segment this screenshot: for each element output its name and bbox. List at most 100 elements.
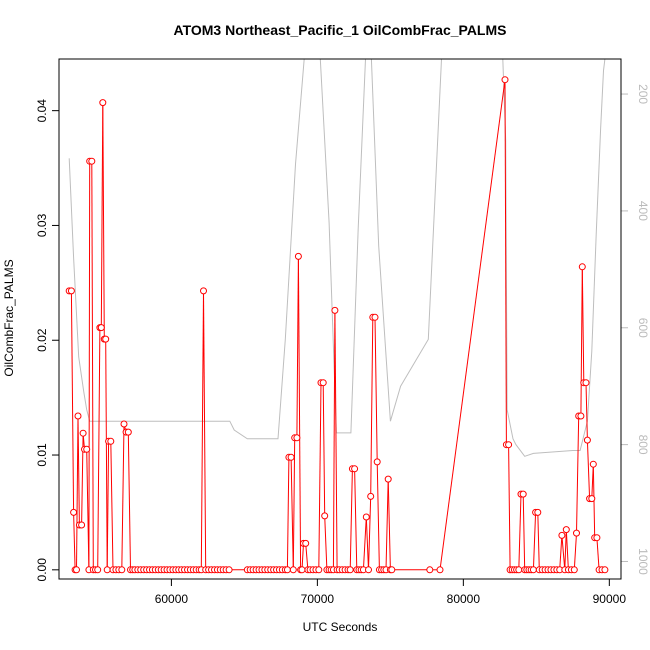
- data-point: [583, 436, 591, 444]
- series-line-segment: [318, 382, 322, 570]
- y-tick-label: 0.03: [35, 213, 49, 237]
- series-line-segment: [105, 339, 108, 570]
- right-tick-label: 400: [636, 201, 650, 221]
- data-point: [365, 566, 372, 574]
- series-line-segment: [73, 512, 76, 570]
- series-line-segment: [580, 266, 583, 417]
- data-point: [298, 566, 306, 574]
- data-point: [346, 566, 354, 574]
- series-line-segment: [324, 515, 328, 570]
- series-line-segment: [596, 537, 600, 570]
- data-point: [294, 252, 302, 260]
- data-point: [102, 335, 110, 343]
- data-point: [315, 566, 323, 574]
- data-point: [534, 508, 542, 516]
- series-line-segment: [91, 161, 94, 570]
- series-line-segment: [332, 310, 336, 570]
- data-point: [601, 566, 609, 574]
- data-point: [79, 429, 87, 437]
- series-line-segment: [305, 543, 309, 570]
- series-line-segment: [76, 415, 79, 570]
- series-line-segment: [88, 161, 91, 570]
- y-tick-label: 0.02: [35, 328, 49, 352]
- series-line-segment: [362, 516, 367, 570]
- series-line-segment: [561, 535, 566, 570]
- data-point: [321, 512, 329, 520]
- series-line-segment: [376, 461, 380, 570]
- series-line-segment: [385, 479, 389, 570]
- data-point: [83, 445, 91, 453]
- data-point: [589, 460, 597, 468]
- y-axis-label: OilCombFrac_PALMS: [2, 259, 16, 376]
- series-line-segment: [585, 382, 588, 441]
- series-line-segment: [334, 310, 338, 570]
- data-point: [562, 526, 570, 534]
- data-point: [103, 566, 111, 574]
- data-point: [384, 475, 392, 483]
- series-line-segment: [508, 444, 511, 570]
- data-point: [588, 495, 596, 503]
- series-line-segment: [581, 266, 585, 383]
- x-tick-label: 60000: [155, 592, 189, 606]
- plot-frame: [58, 58, 622, 580]
- right-axis: 200 400 600 800 1000: [621, 84, 650, 575]
- data-point: [505, 441, 513, 449]
- series-line-segment: [532, 512, 537, 570]
- y-tick-label: 0.04: [35, 99, 49, 123]
- y-axis: 0.00 0.01 0.02 0.03 0.04: [35, 99, 59, 581]
- primary-series-points: [65, 76, 609, 574]
- series-line-segment: [354, 468, 358, 570]
- data-point: [578, 263, 586, 271]
- series-line-segment: [504, 79, 507, 445]
- series-line-segment: [349, 468, 353, 570]
- series-line-segment: [297, 256, 302, 570]
- data-point: [573, 529, 580, 537]
- secondary-series-line: [68, 58, 606, 457]
- secondary-series: [68, 58, 606, 457]
- data-point: [99, 99, 107, 107]
- right-tick-label: 1000: [636, 548, 650, 575]
- y-tick-label: 0.01: [35, 443, 49, 467]
- data-point: [570, 566, 578, 574]
- data-point: [529, 566, 537, 574]
- data-point: [73, 566, 80, 574]
- data-point: [371, 313, 379, 321]
- data-point: [426, 566, 434, 574]
- data-point: [120, 420, 128, 428]
- data-point: [519, 490, 527, 498]
- series-line-segment: [70, 290, 75, 513]
- series-line-segment: [565, 529, 569, 570]
- series-line-segment: [368, 496, 372, 570]
- data-point: [515, 566, 523, 574]
- data-point: [88, 157, 96, 165]
- series-line-segment: [374, 317, 378, 462]
- series-line-segment: [301, 543, 304, 570]
- x-tick-label: 90000: [593, 592, 627, 606]
- series-line-segment: [559, 535, 563, 570]
- data-point: [388, 566, 396, 574]
- data-point: [124, 428, 132, 436]
- data-point: [367, 492, 375, 500]
- data-point: [436, 566, 444, 574]
- series-line-segment: [439, 79, 506, 570]
- right-tick-label: 800: [636, 435, 650, 455]
- data-point: [67, 287, 75, 295]
- series-line-segment: [322, 382, 326, 516]
- series-line-segment: [518, 494, 522, 570]
- series-line-segment: [370, 317, 374, 497]
- x-axis-label: UTC Seconds: [303, 620, 378, 634]
- right-tick-label: 600: [636, 318, 650, 338]
- data-point: [302, 539, 310, 547]
- series-line-segment: [292, 437, 296, 570]
- series-line-segment: [121, 423, 125, 570]
- data-point: [118, 566, 126, 574]
- series-line-segment: [290, 457, 294, 570]
- data-point: [331, 306, 339, 314]
- data-point: [362, 513, 370, 521]
- series-line-segment: [387, 479, 391, 570]
- series-line-segment: [564, 529, 567, 570]
- data-point: [351, 465, 359, 473]
- x-tick-label: 70000: [301, 592, 335, 606]
- data-point: [293, 434, 301, 442]
- series-line-segment: [106, 441, 110, 570]
